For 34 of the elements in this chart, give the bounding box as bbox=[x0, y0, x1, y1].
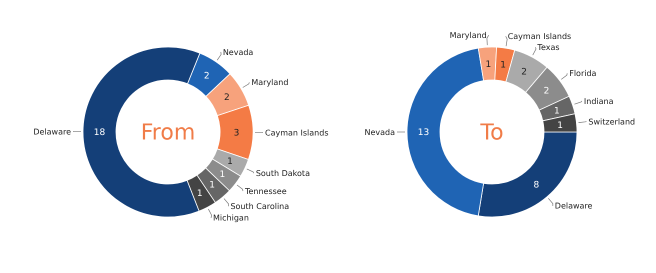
data-label: 18 bbox=[94, 128, 106, 138]
slice-label: South Dakota bbox=[256, 168, 310, 178]
data-label: 1 bbox=[219, 170, 226, 180]
slice-label: South Carolina bbox=[230, 202, 290, 212]
data-label: 1 bbox=[557, 120, 563, 131]
slice-label: Florida bbox=[569, 69, 597, 78]
slice-label: Tennessee bbox=[244, 186, 287, 196]
data-label: 2 bbox=[521, 68, 527, 78]
slice-label: Delaware bbox=[33, 127, 72, 136]
slice-label: Michigan bbox=[213, 214, 249, 223]
slice-label: Maryland bbox=[450, 30, 487, 40]
text: From bbox=[140, 120, 196, 146]
data-label: 1 bbox=[209, 180, 215, 191]
data-label: 1 bbox=[196, 188, 203, 199]
data-label: 2 bbox=[544, 86, 550, 97]
slice-label: Switzerland bbox=[588, 117, 636, 126]
data-label: 1 bbox=[500, 60, 506, 71]
data-label: 13 bbox=[418, 128, 430, 138]
slice-label: Cayman Islands bbox=[265, 128, 328, 138]
text: To bbox=[479, 120, 504, 146]
slice-label: Nevada bbox=[364, 128, 396, 137]
data-label: 1 bbox=[227, 157, 233, 168]
slice-label: Texas bbox=[536, 43, 560, 52]
data-label: 1 bbox=[485, 60, 492, 70]
data-label: 3 bbox=[234, 128, 240, 138]
data-label: 8 bbox=[533, 180, 540, 190]
slice-label: Indiana bbox=[584, 96, 614, 106]
slice-label: Maryland bbox=[251, 78, 288, 88]
data-label: 2 bbox=[224, 93, 230, 104]
slice-label: Delaware bbox=[554, 202, 593, 211]
slice-label: Cayman Islands bbox=[508, 32, 572, 42]
data-label: 1 bbox=[554, 106, 560, 116]
slice-label: Nevada bbox=[222, 48, 254, 57]
data-label: 2 bbox=[204, 72, 210, 82]
